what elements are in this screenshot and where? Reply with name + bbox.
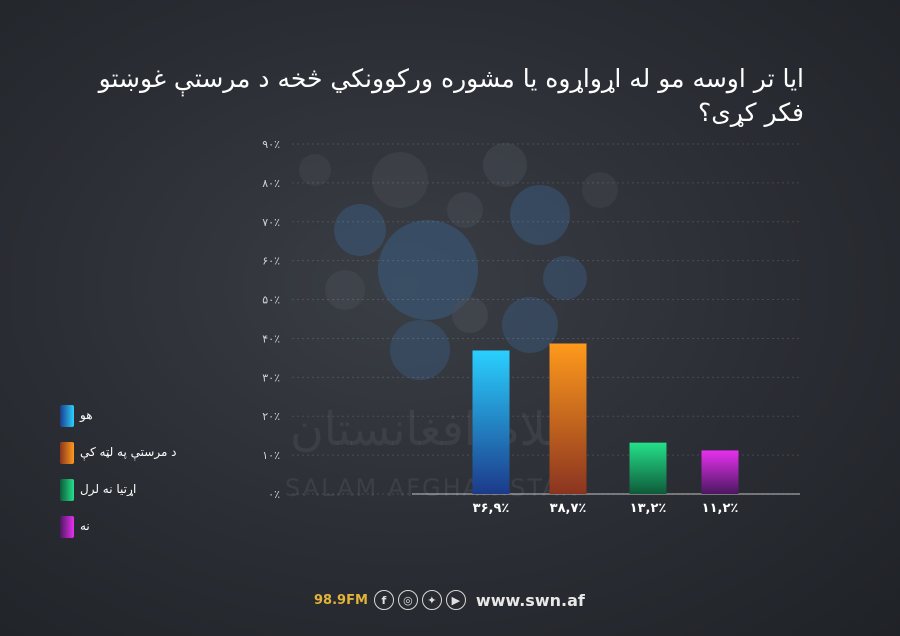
bar-value-label: ۳۶,۹٪ [473, 501, 510, 516]
radio-frequency: 98.9FM [314, 592, 368, 608]
y-tick-label: ۹۰٪ [262, 138, 280, 151]
legend-label: نه [80, 519, 90, 533]
bar [701, 450, 739, 494]
legend-swatch [60, 516, 74, 538]
legend-item: هو [60, 405, 210, 427]
bar-value-label: ۱۱,۲٪ [702, 501, 739, 516]
y-tick-label: ۳۰٪ [262, 371, 280, 384]
youtube-icon[interactable]: ▶ [445, 590, 466, 610]
instagram-icon[interactable]: ◎ [397, 590, 418, 610]
website-link[interactable]: www.swn.af [475, 590, 585, 610]
bar [629, 442, 667, 494]
y-tick-label: ۱۰٪ [262, 449, 280, 462]
watermark-english: SALAM AFGHANISTAN [285, 474, 581, 502]
legend-label: د مرستې په لټه کې [80, 445, 177, 459]
legend: هو د مرستې په لټه کې اړتیا نه لرل نه [60, 405, 210, 553]
legend-item: نه [60, 516, 210, 538]
legend-item: د مرستې په لټه کې [60, 442, 210, 464]
bar-value-label: ۳۸,۷٪ [550, 501, 587, 516]
bar [472, 350, 510, 494]
twitter-icon[interactable]: ✦ [421, 590, 442, 610]
legend-swatch [60, 442, 74, 464]
legend-swatch [60, 479, 74, 501]
legend-label: اړتیا نه لرل [80, 482, 137, 496]
y-tick-label: ۲۰٪ [262, 410, 280, 423]
y-tick-label: ۰٪ [268, 488, 280, 501]
bar [549, 343, 587, 494]
y-tick-label: ۵۰٪ [262, 294, 280, 307]
footer: 98.9FM f ◎ ✦ ▶ www.swn.af [314, 588, 585, 612]
facebook-icon[interactable]: f [373, 590, 394, 610]
watermark-arabic: سلام افغانستان [290, 402, 586, 456]
y-tick-label: ۶۰٪ [262, 255, 280, 268]
legend-label: هو [80, 408, 93, 422]
bar-value-label: ۱۳,۲٪ [630, 501, 667, 516]
y-tick-label: ۴۰٪ [262, 332, 280, 345]
chart-title: ایا تر اوسه مو له اړواړوه یا مشوره ورکوو… [98, 64, 804, 127]
y-tick-label: ۷۰٪ [262, 216, 280, 229]
legend-swatch [60, 405, 74, 427]
legend-item: اړتیا نه لرل [60, 479, 210, 501]
y-tick-label: ۸۰٪ [262, 177, 280, 190]
